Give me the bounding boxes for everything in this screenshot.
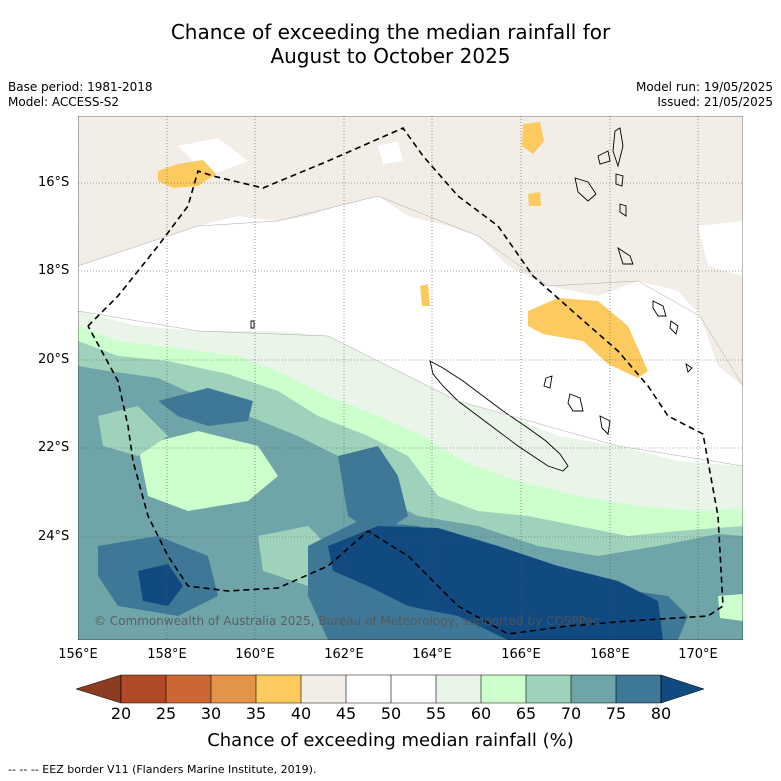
- band-above-80: [328, 526, 663, 640]
- colorbar-tick-25: 25: [155, 704, 177, 723]
- colorbar-20-25: [121, 675, 166, 703]
- lon-tick-156e: 156°E: [58, 647, 98, 662]
- band-35-40: [528, 298, 648, 378]
- colorbar-tick-50: 50: [380, 704, 402, 723]
- band-60-65-patch: [138, 431, 278, 511]
- colorbar-dividers: [120, 674, 662, 704]
- band-35-40: [528, 192, 541, 206]
- colorbar-55-60: [436, 675, 481, 703]
- colorbar-tick-40: 40: [290, 704, 312, 723]
- lat-tick-20s: 20°S: [38, 352, 70, 367]
- colorbar-40-45: [301, 675, 346, 703]
- lon-tick-162e: 162°E: [324, 647, 364, 662]
- colorbar: [76, 674, 705, 704]
- colorbar-45-50: [346, 675, 391, 703]
- colorbar-50-55: [391, 675, 436, 703]
- colorbar-30-35: [211, 675, 256, 703]
- contour-lines: [78, 195, 743, 467]
- lon-tick-164e: 164°E: [412, 647, 452, 662]
- vanuatu-coastline: [574, 127, 693, 373]
- colorbar-tick-55: 55: [425, 704, 447, 723]
- lat-tick-18s: 18°S: [38, 263, 70, 278]
- band-35-40: [158, 160, 216, 188]
- colorbar-35-40: [256, 675, 301, 703]
- meta-left: Base period: 1981-2018 Model: ACCESS-S2: [8, 80, 153, 110]
- small-islet: [250, 320, 255, 329]
- eez-footnote: -- -- -- EEZ border V11 (Flanders Marine…: [8, 763, 317, 776]
- colorbar-tick-20: 20: [110, 704, 132, 723]
- copyright-text: © Commonwealth of Australia 2025, Bureau…: [94, 614, 600, 628]
- band-75-80: [338, 446, 408, 536]
- band-45-55-patch: [698, 221, 743, 276]
- colorbar-tick-65: 65: [515, 704, 537, 723]
- graticule: [78, 116, 743, 640]
- meta-right: Model run: 19/05/2025 Issued: 21/05/2025: [636, 80, 773, 110]
- eez-border: [87, 127, 724, 635]
- colorbar-65-70: [526, 675, 571, 703]
- model-name: Model: ACCESS-S2: [8, 95, 120, 109]
- rainfall-map: [78, 116, 743, 640]
- colorbar-tick-35: 35: [245, 704, 267, 723]
- issued-date: Issued: 21/05/2025: [657, 95, 773, 109]
- lat-tick-22s: 22°S: [38, 440, 70, 455]
- band-65-70-patch: [98, 406, 168, 456]
- lon-tick-166e: 166°E: [501, 647, 541, 662]
- band-35-40: [420, 284, 430, 306]
- lat-tick-16s: 16°S: [38, 175, 70, 190]
- colorbar-70-75: [571, 675, 616, 703]
- colorbar-25-30: [166, 675, 211, 703]
- band-45-55-patch: [396, 216, 438, 266]
- colorbar-above-80: [660, 674, 705, 704]
- lon-tick-170e: 170°E: [678, 647, 718, 662]
- base-period: Base period: 1981-2018: [8, 80, 153, 94]
- lon-tick-160e: 160°E: [235, 647, 275, 662]
- loyalty-islands-coastline: [543, 375, 611, 435]
- title-line-2: August to October 2025: [270, 44, 511, 68]
- colorbar-below-20: [76, 674, 122, 704]
- colorbar-tick-75: 75: [605, 704, 627, 723]
- title-line-1: Chance of exceeding the median rainfall …: [170, 20, 611, 44]
- band-above-80: [138, 564, 183, 606]
- colorbar-tick-45: 45: [335, 704, 357, 723]
- lon-tick-158e: 158°E: [147, 647, 187, 662]
- colorbar-label: Chance of exceeding median rainfall (%): [207, 730, 574, 751]
- band-35-40: [522, 122, 544, 154]
- colorbar-tick-80: 80: [650, 704, 672, 723]
- colorbar-75-80: [616, 675, 661, 703]
- colorbar-60-65: [481, 675, 526, 703]
- colorbar-tick-30: 30: [200, 704, 222, 723]
- band-75-80: [158, 388, 253, 426]
- colorbar-tick-70: 70: [560, 704, 582, 723]
- band-60-65-patch: [718, 594, 743, 621]
- lon-tick-168e: 168°E: [590, 647, 630, 662]
- chart-title: Chance of exceeding the median rainfall …: [0, 20, 781, 68]
- band-45-55-patch: [178, 138, 248, 176]
- model-run: Model run: 19/05/2025: [635, 80, 773, 94]
- lat-tick-24s: 24°S: [38, 529, 70, 544]
- colorbar-tick-60: 60: [470, 704, 492, 723]
- band-45-55-patch: [378, 141, 403, 164]
